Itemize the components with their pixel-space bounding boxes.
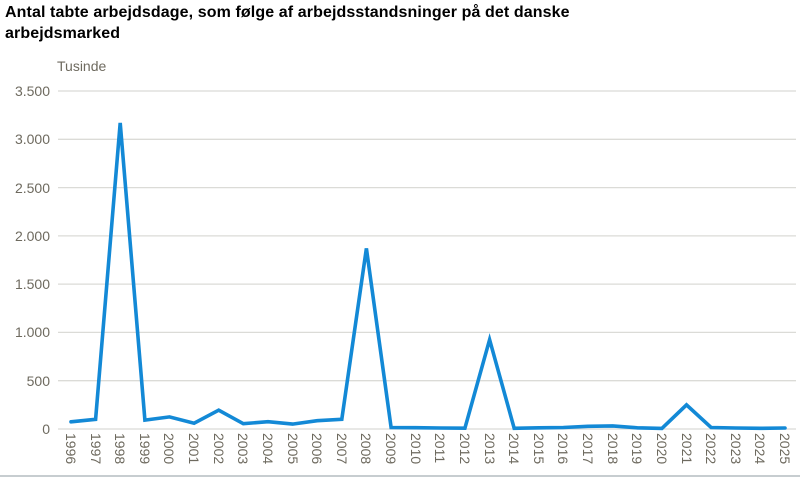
x-tick-label: 2023 [728,433,744,465]
x-tick-label: 2013 [482,433,498,465]
x-tick-label: 2003 [235,433,251,465]
x-tick-label: 2019 [629,433,645,465]
y-axis-unit-label: Tusinde [57,58,107,74]
x-tick-label: 2012 [457,433,473,465]
x-tick-label: 1999 [137,433,153,465]
y-tick-label: 1.000 [14,324,50,340]
chart-title-line2: arbejdsmarked [5,25,121,42]
x-tick-label: 2016 [555,433,571,465]
y-tick-label: 2.500 [14,180,50,196]
x-tick-label: 2000 [161,433,177,465]
y-tick-label: 500 [26,373,50,389]
y-tick-label: 0 [42,421,50,437]
x-tick-label: 2007 [334,433,350,465]
chart-title-line1: Antal tabte arbejdsdage, som følge af ar… [5,4,570,21]
x-tick-label: 2020 [654,433,670,465]
y-tick-label: 2.000 [14,228,50,244]
chart-title: Antal tabte arbejdsdage, som følge af ar… [5,2,570,44]
data-series-line[interactable] [69,122,787,431]
x-tick-label: 2025 [777,433,793,465]
x-tick-label: 2022 [703,433,719,465]
x-tick-label: 2010 [408,433,424,465]
x-tick-label: 2006 [309,433,325,465]
x-tick-label: 2004 [260,433,276,465]
x-tick-label: 2001 [186,433,202,465]
x-tick-label: 2015 [531,433,547,465]
y-tick-label: 1.500 [14,276,50,292]
x-tick-label: 2021 [679,433,695,465]
x-tick-label: 2008 [358,433,374,465]
x-tick-label: 2005 [285,433,301,465]
y-tick-label: 3.000 [14,131,50,147]
x-tick-label: 1998 [112,433,128,465]
x-tick-label: 2014 [506,433,522,465]
x-tick-label: 1996 [63,433,79,465]
x-tick-label: 2018 [605,433,621,465]
x-tick-label: 2002 [211,433,227,465]
x-tick-label: 2024 [752,433,768,465]
bottom-divider [0,475,800,477]
x-tick-label: 2009 [383,433,399,465]
y-tick-label: 3.500 [14,83,50,99]
x-tick-label: 2011 [432,433,448,464]
x-tick-label: 2017 [580,433,596,465]
x-tick-label: 1997 [88,433,104,465]
